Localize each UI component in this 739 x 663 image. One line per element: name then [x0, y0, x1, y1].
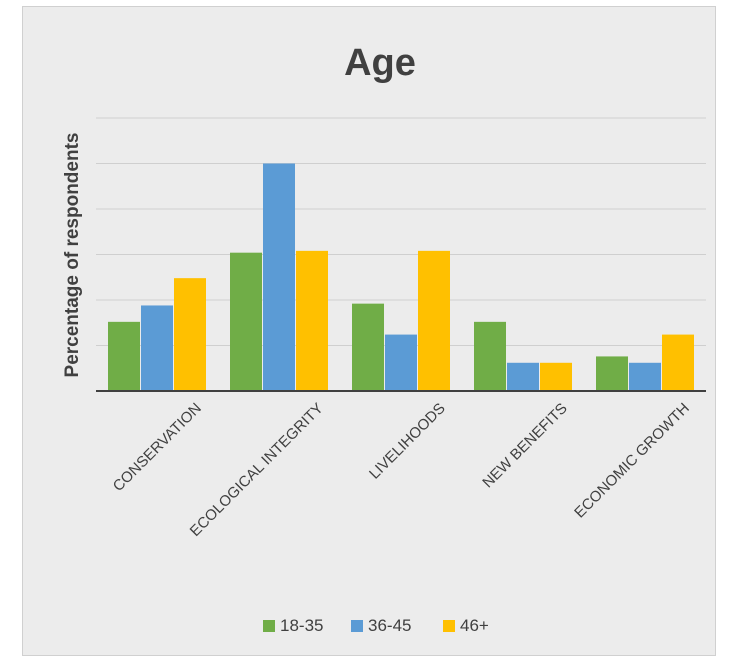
legend-swatch [351, 620, 363, 632]
category-label: NEW BENEFITS [479, 400, 571, 492]
bar [540, 363, 572, 391]
bar [263, 164, 295, 392]
bar [352, 304, 384, 391]
bar [596, 356, 628, 391]
category-label: LIVELIHOODS [366, 400, 449, 483]
bar [629, 363, 661, 391]
bar [662, 335, 694, 391]
legend-label: 36-45 [368, 616, 411, 635]
legend-swatch [263, 620, 275, 632]
chart-title: Age [344, 42, 416, 84]
bar [174, 278, 206, 391]
bar [108, 322, 140, 391]
bars [108, 164, 694, 392]
legend-label: 18-35 [280, 616, 323, 635]
bar [474, 322, 506, 391]
legend: 18-35 36-45 46+ [263, 616, 489, 635]
bar [507, 363, 539, 391]
legend-label: 46+ [460, 616, 489, 635]
bar [385, 335, 417, 391]
y-axis-label: Percentage of respondents [62, 133, 83, 378]
bar [418, 251, 450, 391]
category-label: ECONOMIC GROWTH [571, 400, 693, 522]
category-label: ECOLOGICAL INTEGRITY [187, 400, 327, 540]
bar [230, 253, 262, 391]
category-label: CONSERVATION [110, 400, 205, 495]
bar [296, 251, 328, 391]
bar [141, 305, 173, 391]
legend-swatch [443, 620, 455, 632]
